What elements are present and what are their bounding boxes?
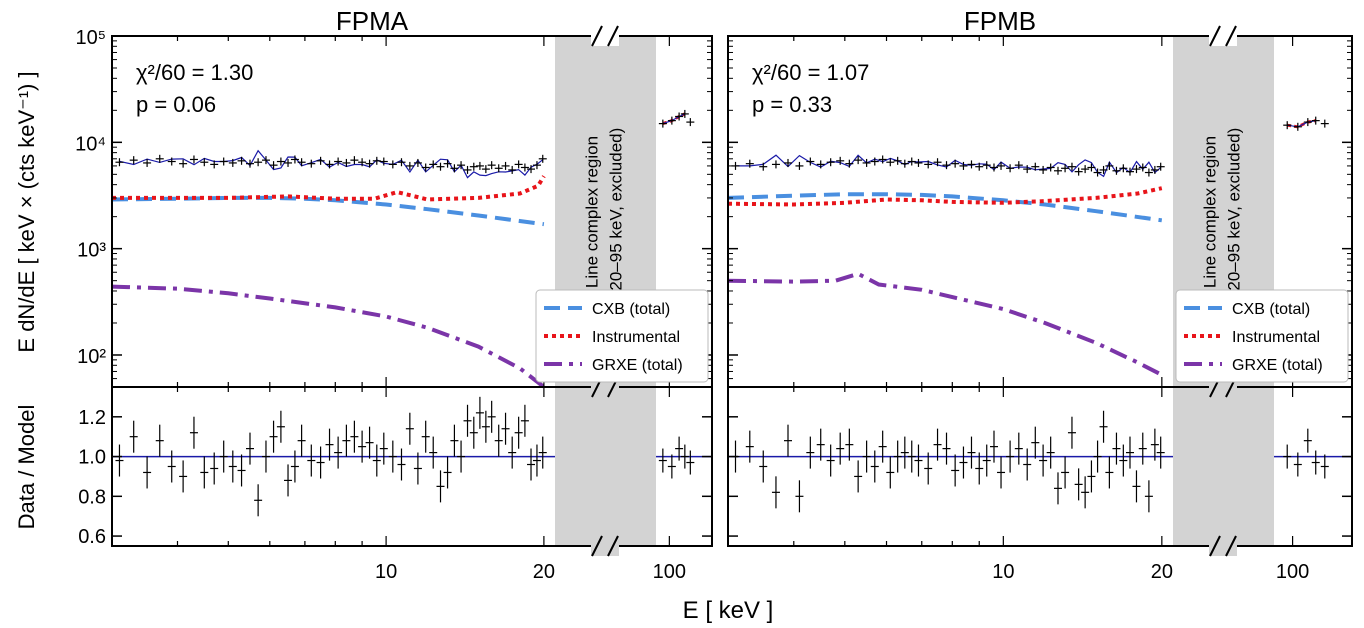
panel-fpma-series-instrumental (112, 175, 546, 202)
ytick-label-ratio-2: 1.0 (78, 447, 106, 469)
panel-fpma-series-grxe-total- (111, 284, 546, 389)
panel-fpmb-axis-break-mark (1209, 25, 1221, 47)
ytick-label-spectrum-2: 10⁴ (75, 133, 106, 155)
panel-fpmb-model-line-high (1287, 120, 1316, 128)
panel-fpma-p-value-label: p = 0.06 (136, 92, 216, 117)
panel-fpma-title: FPMA (336, 6, 409, 36)
panel-fpmb-legend-label-1: Instrumental (1232, 329, 1320, 346)
panel-fpmb-axis-break-bg-0 (1209, 26, 1237, 46)
panel-fpmb-gap-label-1: Line complex region (1201, 136, 1220, 288)
panel-fpma-legend-label-0: CXB (total) (592, 301, 670, 318)
ytick-label-ratio-3: 1.2 (78, 407, 106, 429)
panel-fpma-legend-label-2: GRXE (total) (592, 357, 683, 374)
panel-fpma-axis-break-bg-2 (591, 536, 619, 556)
panel-fpmb-axis-break-mark (1225, 25, 1237, 47)
panel-fpma-axis-break-mark (591, 535, 603, 557)
panel-fpmb-axis-break-mark (1225, 535, 1237, 557)
panel-fpmb-legend-label-2: GRXE (total) (1232, 357, 1323, 374)
panel-fpmb-title: FPMB (964, 6, 1036, 36)
panel-fpma-xtick-label: 10 (375, 561, 397, 583)
ytick-label-ratio-1: 0.8 (78, 486, 106, 508)
panel-fpma-axis-break-mark (607, 535, 619, 557)
axes-layer (111, 25, 1353, 557)
panel-fpmb-chi2-label: χ²/60 = 1.07 (752, 60, 869, 85)
panel-fpmb-axis-break-bg-2 (1209, 536, 1237, 556)
ytick-label-spectrum-3: 10⁵ (75, 27, 106, 49)
panel-fpma-gap-label-2: (20–95 keV, excluded) (607, 128, 626, 297)
text-layer: E [ keV ] E dN/dE [ keV × (cts keV⁻¹) ] Da… (14, 6, 1349, 624)
ytick-label-ratio-0: 0.6 (78, 526, 106, 548)
y-axis-label-ratio: Data / Model (14, 405, 39, 530)
panel-fpma-chi2-label: χ²/60 = 1.30 (136, 60, 253, 85)
ytick-label-spectrum-1: 10³ (77, 240, 106, 262)
panel-fpmb-series-grxe-total- (727, 271, 1163, 377)
panel-fpma-xtick-label: 100 (653, 561, 686, 583)
panel-fpmb-xtick-label: 20 (1151, 561, 1173, 583)
panel-fpma-axis-break-bg-0 (591, 26, 619, 46)
panel-fpma-gap-label-1: Line complex region (583, 136, 602, 288)
panel-fpma-series-cxb-total- (111, 195, 545, 227)
panel-fpma-legend-box (535, 289, 709, 383)
panel-fpmb-gap-label-2: (20–95 keV, excluded) (1225, 128, 1244, 297)
data-layer (115, 109, 1329, 517)
y-axis-label-spectrum: E dN/dE [ keV × (cts keV⁻¹) ] (14, 71, 39, 352)
panel-fpmb-axis-break-mark (1209, 535, 1221, 557)
panel-fpmb-series-instrumental (727, 186, 1163, 207)
panel-fpma-legend-label-1: Instrumental (592, 329, 680, 346)
x-axis-label: E [ keV ] (683, 597, 774, 624)
panel-fpma-axis-break-mark (607, 25, 619, 47)
panel-fpma-model-line-high (662, 113, 686, 125)
panel-fpmb-xtick-label: 100 (1276, 561, 1309, 583)
curve-layer (111, 112, 1352, 458)
panel-fpmb-xtick-label: 10 (992, 561, 1014, 583)
panel-fpmb-series-cxb-total- (727, 192, 1163, 223)
panel-fpmb-legend-label-0: CXB (total) (1232, 301, 1310, 318)
panel-fpma-axis-break-mark (591, 25, 603, 47)
panel-fpmb-p-value-label: p = 0.33 (752, 92, 832, 117)
ytick-label-spectrum-0: 10² (77, 346, 106, 368)
panel-fpmb-legend-box (1175, 289, 1349, 383)
panel-fpma-xtick-label: 20 (533, 561, 555, 583)
